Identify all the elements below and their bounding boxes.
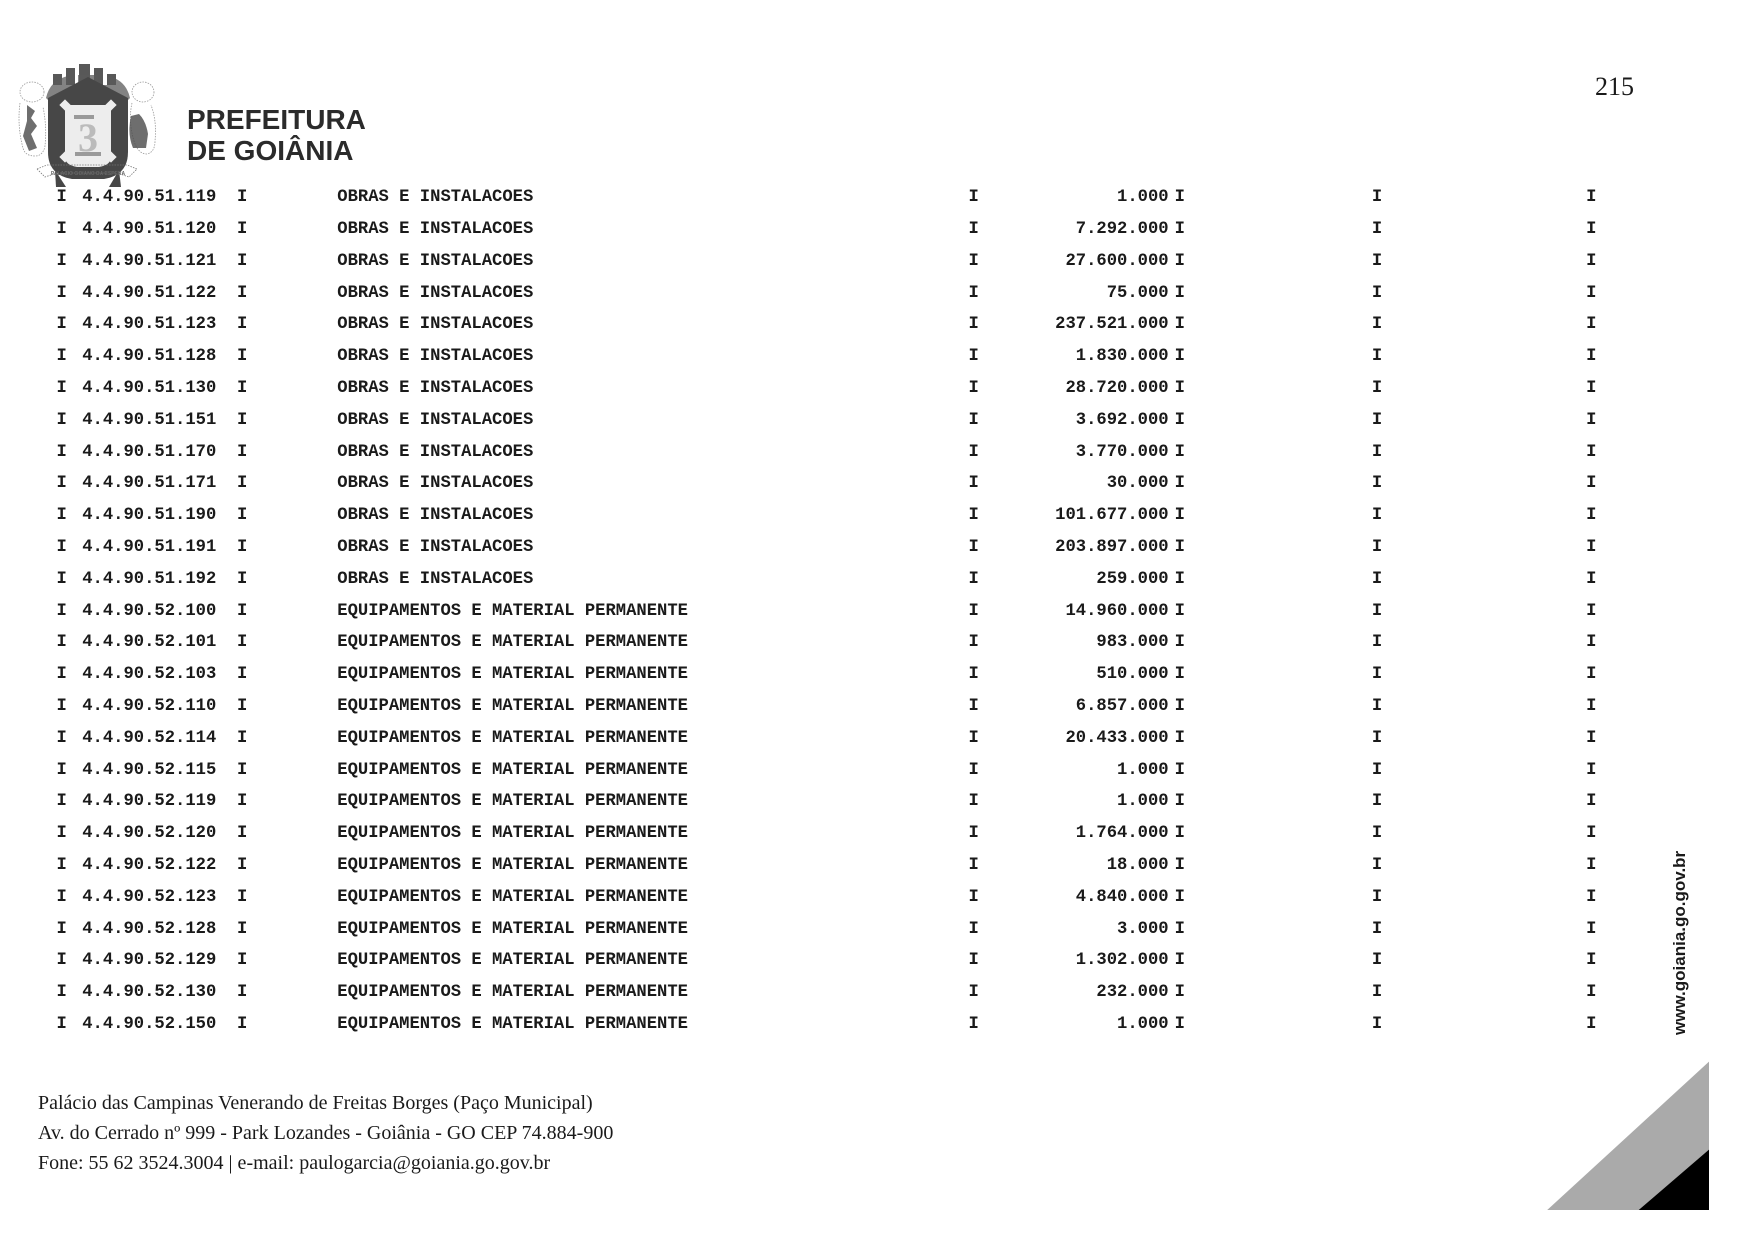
svg-text:PALACIO GOIANO DA ESPERA: PALACIO GOIANO DA ESPERA [51, 171, 126, 177]
